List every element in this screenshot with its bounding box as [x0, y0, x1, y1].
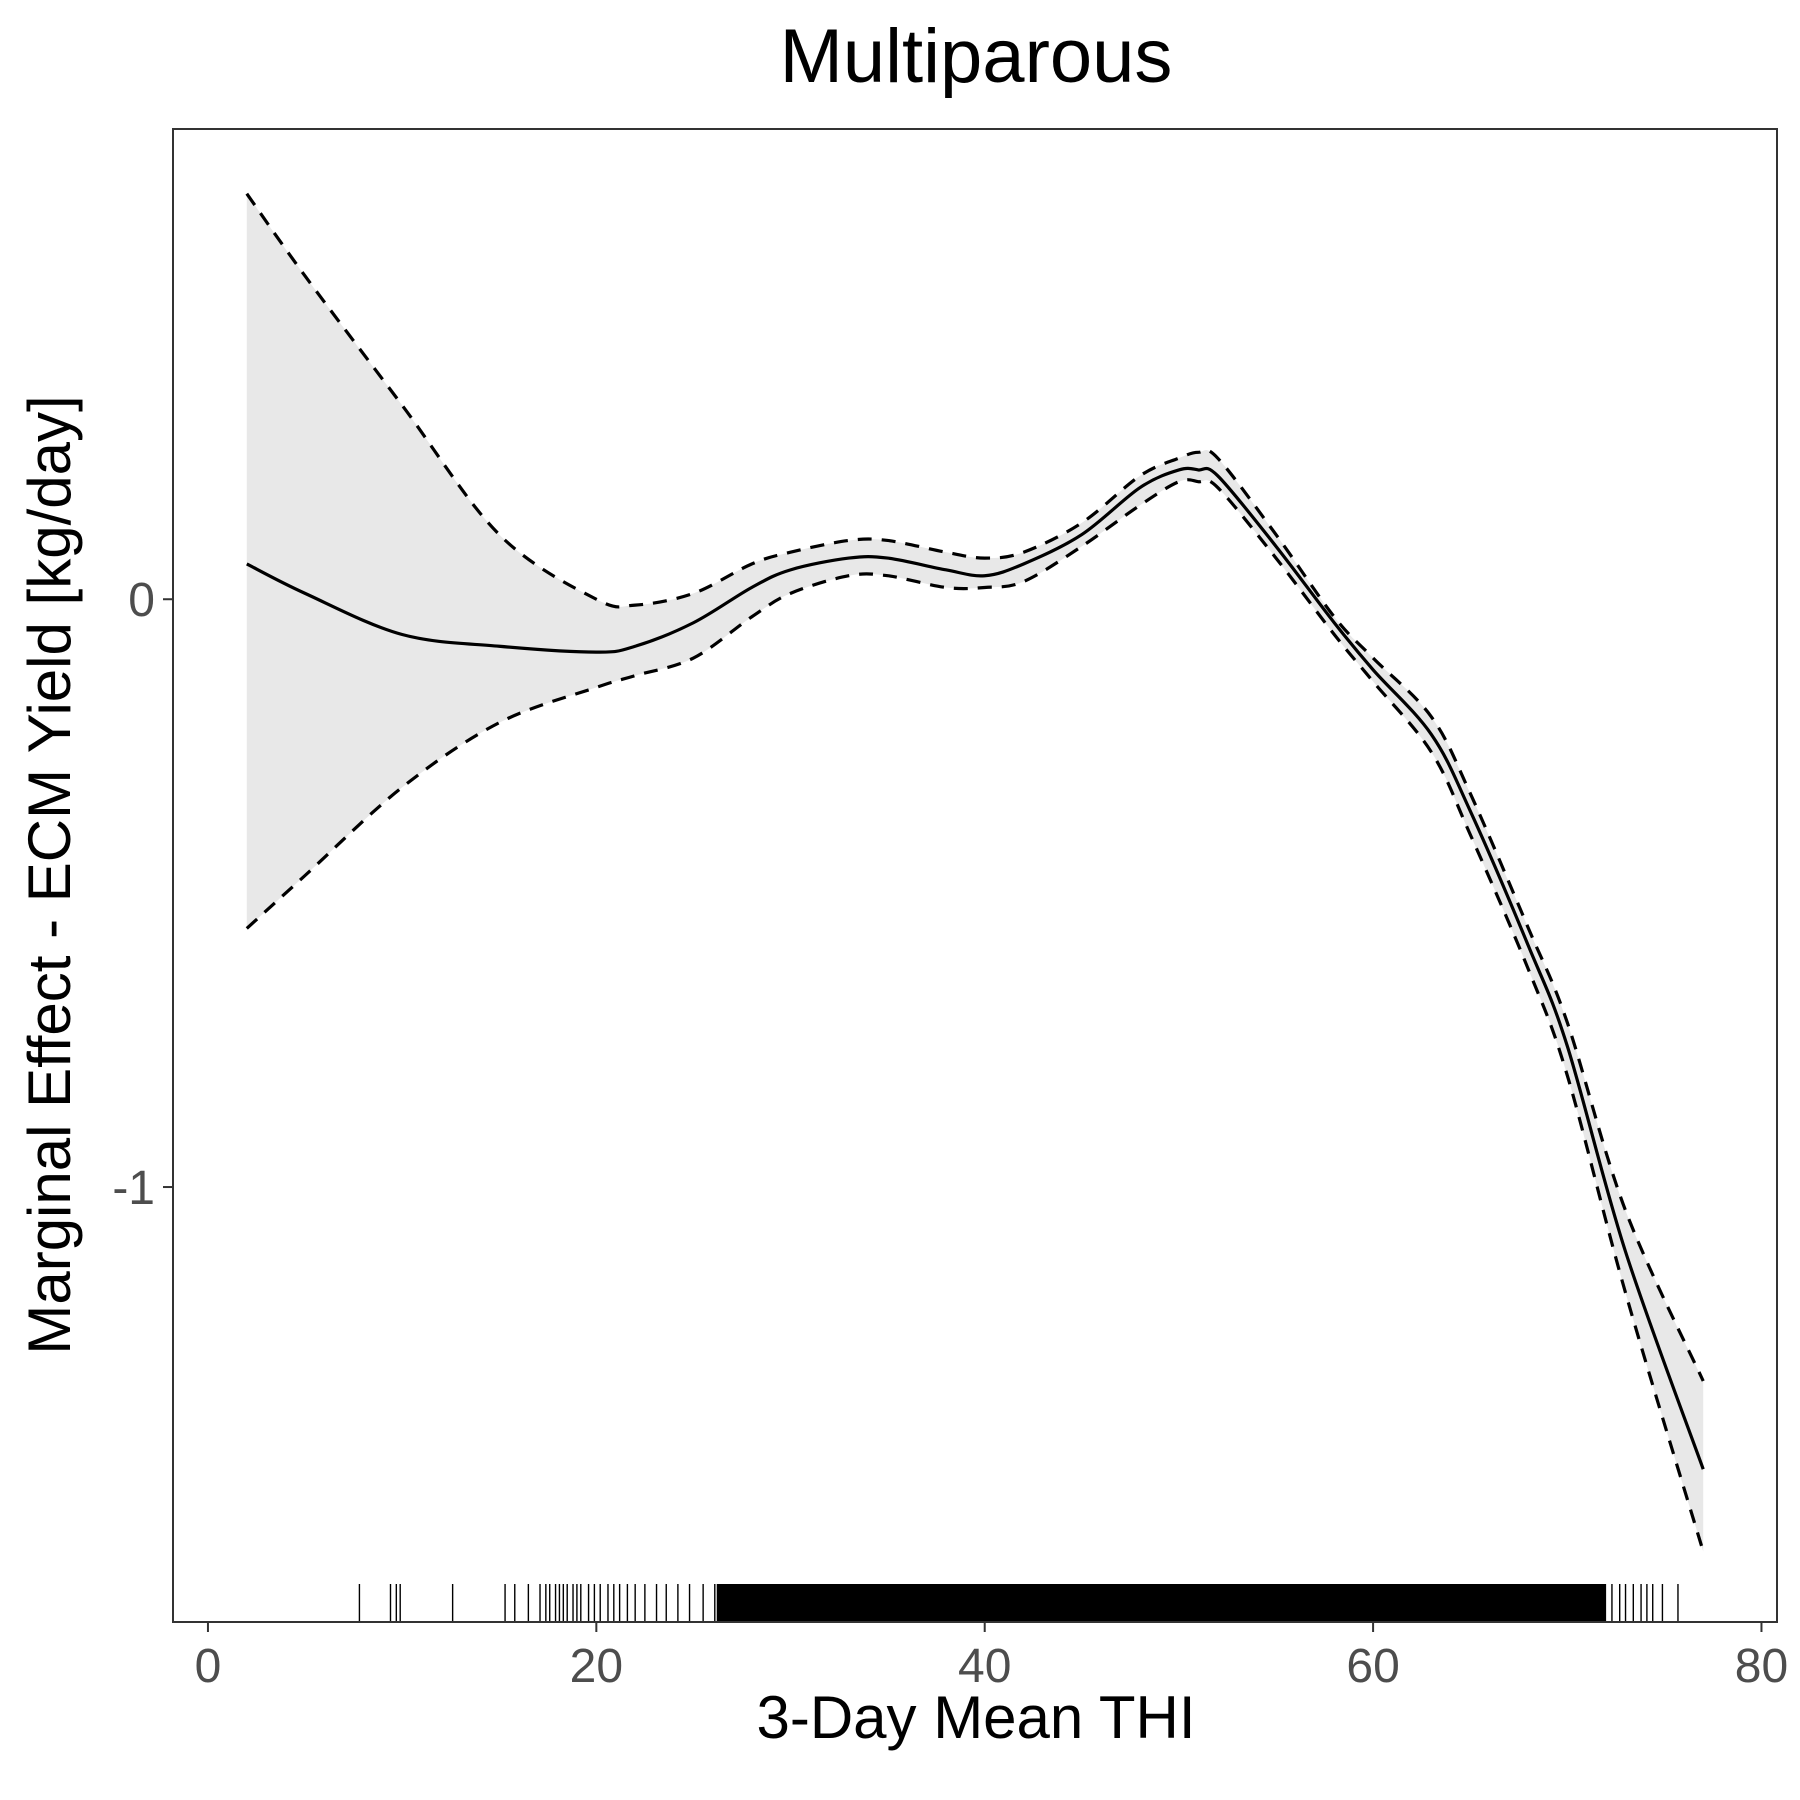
- y-tick-label: 0: [128, 574, 155, 627]
- lower-bound-line: [245, 478, 1705, 1552]
- x-tick-label: 40: [958, 1640, 1011, 1693]
- y-axis: 0 -1: [112, 574, 173, 1215]
- y-axis-title: Marginal Effect - ECM Yield [kg/day]: [16, 395, 83, 1354]
- x-tick-label: 80: [1735, 1640, 1788, 1693]
- panel-border: [172, 128, 1778, 1623]
- x-tick-label: 60: [1346, 1640, 1399, 1693]
- x-axis-title: 3-Day Mean THI: [756, 1684, 1195, 1751]
- estimate-line: [246, 466, 1705, 1470]
- x-tick-label: 20: [570, 1640, 623, 1693]
- upper-bound-line: [245, 192, 1705, 1382]
- y-tick-label: -1: [112, 1162, 155, 1215]
- rug-layer: [358, 1584, 1679, 1622]
- confidence-ribbon-layer: [246, 193, 1704, 1552]
- x-tick-label: 0: [195, 1640, 222, 1693]
- rug-dense-band: [716, 1584, 1607, 1622]
- plot-panel: [172, 128, 1778, 1623]
- x-axis: 0 20 40 60 80: [195, 1622, 1788, 1693]
- series-line-layer: [245, 192, 1705, 1552]
- confidence-ribbon: [246, 193, 1704, 1552]
- chart-title: Multiparous: [780, 14, 1173, 99]
